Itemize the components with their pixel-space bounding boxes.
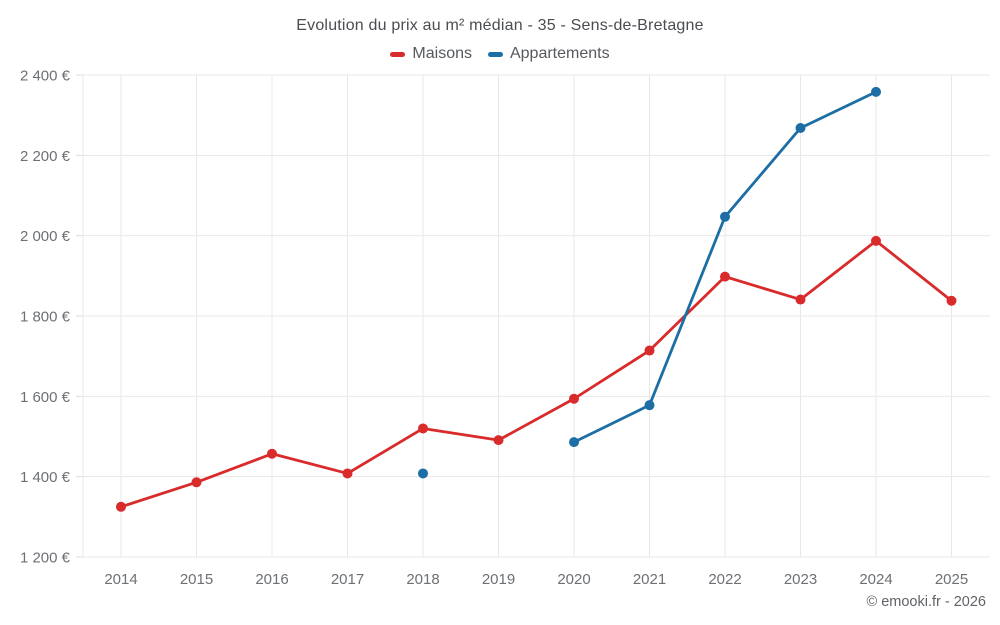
y-axis-label: 1 800 € xyxy=(20,309,71,326)
data-point-maisons xyxy=(871,235,881,246)
legend-label-appartements: Appartements xyxy=(509,45,610,62)
legend-swatch-appartements xyxy=(487,51,503,57)
x-axis-label: 2018 xyxy=(406,571,439,588)
data-point-appartements xyxy=(418,468,428,479)
x-axis-label: 2016 xyxy=(255,571,288,588)
y-axis-label: 1 400 € xyxy=(20,469,71,486)
data-point-appartements xyxy=(795,123,806,134)
x-axis-label: 2017 xyxy=(331,571,364,588)
chart-legend: Maisons Appartements xyxy=(0,45,1000,63)
x-axis-label: 2015 xyxy=(180,571,213,588)
x-axis-label: 2022 xyxy=(708,571,741,588)
x-axis-label: 2019 xyxy=(482,571,515,588)
legend-item-appartements[interactable]: Appartements xyxy=(487,45,610,63)
y-axis-label: 1 200 € xyxy=(20,550,71,567)
series-line-maisons xyxy=(119,239,953,509)
data-point-appartements xyxy=(720,211,730,222)
data-point-appartements xyxy=(569,437,579,448)
y-axis-label: 2 000 € xyxy=(20,228,71,245)
data-point-maisons xyxy=(795,294,806,305)
data-point-maisons xyxy=(569,393,579,404)
data-point-maisons xyxy=(493,435,504,446)
data-point-maisons xyxy=(418,423,428,434)
x-axis-label: 2021 xyxy=(633,571,666,588)
chart-title: Evolution du prix au m² médian - 35 - Se… xyxy=(296,17,704,34)
copyright-credit: © emooki.fr - 2026 xyxy=(866,594,986,610)
y-axis-label: 2 400 € xyxy=(20,68,71,85)
data-point-maisons xyxy=(946,295,957,306)
data-point-maisons xyxy=(267,448,277,459)
data-point-maisons xyxy=(644,345,655,356)
data-point-maisons xyxy=(116,501,126,512)
y-axis-label: 1 600 € xyxy=(20,389,71,406)
data-point-maisons xyxy=(342,468,353,479)
legend-label-maisons: Maisons xyxy=(412,45,472,62)
data-point-appartements xyxy=(644,400,655,411)
x-axis-label: 2023 xyxy=(784,571,817,588)
x-axis-label: 2020 xyxy=(557,571,590,588)
y-axis-label: 2 200 € xyxy=(20,148,71,165)
data-point-maisons xyxy=(720,271,730,282)
data-point-maisons xyxy=(191,477,202,488)
x-axis-label: 2024 xyxy=(859,571,892,588)
legend-swatch-maisons xyxy=(390,51,406,57)
legend-item-maisons[interactable]: Maisons xyxy=(390,45,472,63)
data-point-appartements xyxy=(871,86,881,97)
x-axis-label: 2025 xyxy=(935,571,968,588)
x-axis-label: 2014 xyxy=(104,571,137,588)
